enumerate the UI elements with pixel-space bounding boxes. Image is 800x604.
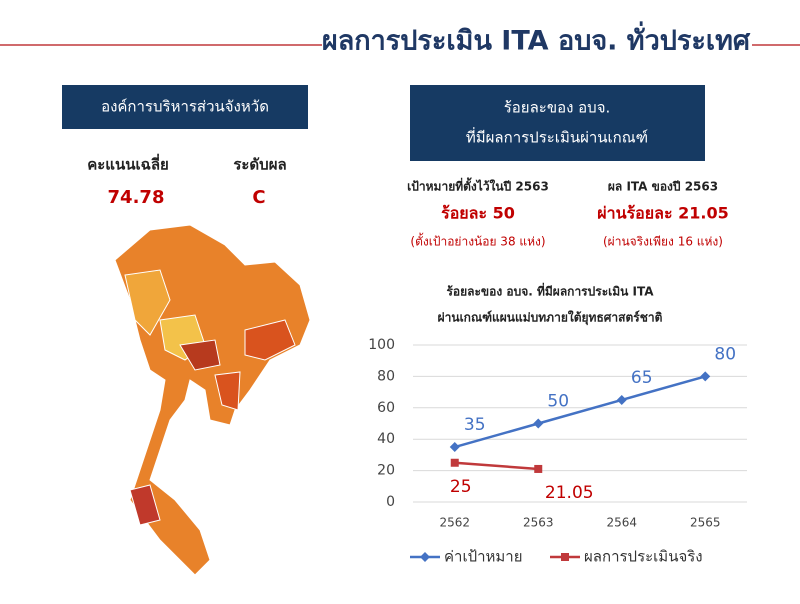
data-label: 80 bbox=[714, 344, 736, 364]
result-note: (ผ่านจริงเพียง 16 แห่ง) bbox=[603, 235, 723, 249]
score-label: คะแนนเฉลี่ย bbox=[87, 154, 169, 174]
level-label: ระดับผล bbox=[233, 156, 286, 174]
y-tick-label: 40 bbox=[377, 431, 395, 447]
target-value: ร้อยละ 50 bbox=[441, 204, 515, 223]
left-heading: องค์การบริหารส่วนจังหวัด bbox=[101, 98, 269, 116]
y-tick-label: 0 bbox=[386, 494, 395, 510]
map-region bbox=[124, 269, 171, 336]
y-tick-label: 20 bbox=[377, 463, 395, 479]
x-tick-label: 2562 bbox=[439, 516, 470, 530]
data-label: 25 bbox=[450, 477, 472, 497]
right-heading-box bbox=[410, 85, 705, 161]
province-map bbox=[114, 224, 311, 576]
target-note: (ตั้งเป้าอย่างน้อย 38 แห่ง) bbox=[410, 233, 545, 249]
point-marker bbox=[534, 464, 543, 473]
map-region bbox=[129, 484, 161, 526]
point-marker bbox=[450, 458, 459, 467]
chart-title: ผ่านเกณฑ์แผนแม่บทภายใต้ยุทธศาสตร์ชาติ bbox=[438, 310, 663, 326]
score: 74.78 bbox=[108, 187, 165, 208]
result-value: ผ่านร้อยละ 21.05 bbox=[597, 204, 728, 223]
data-label: 35 bbox=[464, 415, 486, 435]
x-tick-label: 2564 bbox=[606, 516, 637, 530]
legend-marker bbox=[561, 553, 569, 561]
y-tick-label: 60 bbox=[377, 400, 395, 416]
legend-label: ค่าเป้าหมาย bbox=[444, 548, 523, 566]
page-title: ผลการประเมิน ITA อบจ. ทั่วประเทศ bbox=[322, 21, 751, 57]
point-marker bbox=[449, 442, 460, 453]
y-tick-label: 100 bbox=[368, 337, 395, 353]
right-heading: ที่มีผลการประเมินผ่านเกณฑ์ bbox=[466, 127, 648, 147]
x-tick-label: 2565 bbox=[690, 516, 721, 530]
point-marker bbox=[700, 371, 711, 382]
chart-title: ร้อยละของ อบจ. ที่มีผลการประเมิน ITA bbox=[446, 283, 654, 299]
legend-marker bbox=[420, 552, 430, 562]
data-label: 65 bbox=[631, 368, 653, 388]
legend-label: ผลการประเมินจริง bbox=[584, 548, 703, 566]
map-shape bbox=[114, 224, 311, 576]
series-line bbox=[454, 461, 539, 471]
point-marker bbox=[616, 394, 627, 405]
point-marker bbox=[533, 418, 544, 429]
left-heading-box bbox=[62, 85, 308, 129]
map-region bbox=[244, 319, 296, 361]
result-label: ผล ITA ของปี 2563 bbox=[608, 180, 718, 194]
level: C bbox=[252, 187, 265, 208]
y-tick-label: 80 bbox=[377, 368, 395, 384]
right-heading: ร้อยละของ อบจ. bbox=[504, 99, 611, 117]
map-region bbox=[214, 371, 241, 411]
series-line bbox=[454, 375, 706, 449]
data-label: 21.05 bbox=[545, 483, 594, 503]
data-label: 50 bbox=[547, 392, 569, 412]
x-tick-label: 2563 bbox=[523, 516, 554, 530]
target-label: เป้าหมายที่ตั้งไว้ในปี 2563 bbox=[407, 177, 549, 194]
map-region bbox=[179, 339, 221, 371]
